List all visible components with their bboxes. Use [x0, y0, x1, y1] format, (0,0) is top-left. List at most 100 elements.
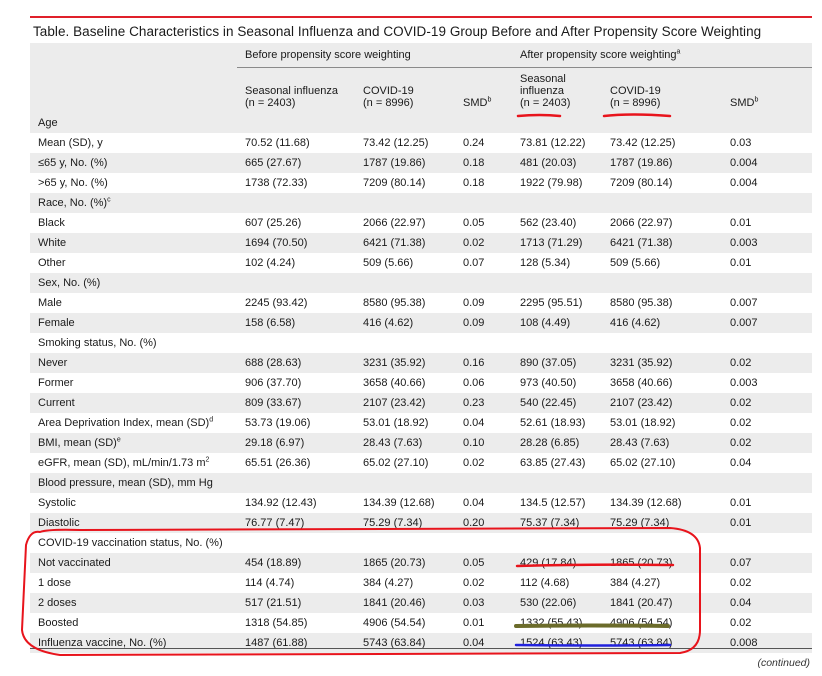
row-label: Female: [30, 313, 237, 333]
table-cell: 3658 (40.66): [355, 373, 455, 393]
title-rule: [30, 16, 812, 18]
table-cell: 4906 (54.54): [602, 613, 722, 633]
row-label: Smoking status, No. (%): [30, 333, 237, 353]
table-cell: [602, 113, 722, 133]
table-cell: 0.10: [455, 433, 512, 453]
table-cell: 53.01 (18.92): [355, 413, 455, 433]
table-cell: 70.52 (11.68): [237, 133, 355, 153]
table-cell: 809 (33.67): [237, 393, 355, 413]
table-row: Race, No. (%)c: [30, 193, 813, 213]
table-cell: 1922 (79.98): [512, 173, 602, 193]
table-cell: 0.18: [455, 153, 512, 173]
table-cell: 3231 (35.92): [602, 353, 722, 373]
table-cell: 0.008: [722, 633, 813, 653]
table-cell: [512, 473, 602, 493]
table-cell: 0.03: [455, 593, 512, 613]
table-cell: 6421 (71.38): [602, 233, 722, 253]
table-row: BMI, mean (SD)e 29.18 (6.97) 28.43 (7.63) 0…: [30, 433, 813, 453]
table-cell: 73.81 (12.22): [512, 133, 602, 153]
table-cell: 134.39 (12.68): [355, 493, 455, 513]
row-label: Black: [30, 213, 237, 233]
table-cell: 1713 (71.29): [512, 233, 602, 253]
table-cell: 0.04: [722, 453, 813, 473]
group-header-row: Before propensity score weighting After …: [30, 43, 813, 68]
table-cell: [455, 113, 512, 133]
table-cell: 53.73 (19.06): [237, 413, 355, 433]
table-cell: [602, 273, 722, 293]
table-cell: 3658 (40.66): [602, 373, 722, 393]
table-row: COVID-19 vaccination status, No. (%): [30, 533, 813, 553]
table-cell: 0.07: [455, 253, 512, 273]
table-cell: [455, 333, 512, 353]
table-cell: 429 (17.84): [512, 553, 602, 573]
table-cell: 530 (22.06): [512, 593, 602, 613]
table-cell: [722, 193, 813, 213]
table-cell: 5743 (63.84): [602, 633, 722, 653]
table-row: Systolic 134.92 (12.43) 134.39 (12.68) 0.04…: [30, 493, 813, 513]
table-cell: 416 (4.62): [602, 313, 722, 333]
row-label: 2 doses: [30, 593, 237, 613]
row-label: eGFR, mean (SD), mL/min/1.73 m2: [30, 453, 237, 473]
table-cell: 0.02: [455, 233, 512, 253]
table-cell: [237, 113, 355, 133]
table-cell: 0.09: [455, 313, 512, 333]
table-cell: 0.02: [722, 613, 813, 633]
table-row: Boosted 1318 (54.85) 4906 (54.54) 0.01 1332 …: [30, 613, 813, 633]
table-cell: [237, 333, 355, 353]
table-cell: [722, 113, 813, 133]
table-cell: 1841 (20.46): [355, 593, 455, 613]
table-cell: 1865 (20.73): [602, 553, 722, 573]
table-cell: 607 (25.26): [237, 213, 355, 233]
table-row: >65 y, No. (%) 1738 (72.33) 7209 (80.14) 0.…: [30, 173, 813, 193]
table-row: eGFR, mean (SD), mL/min/1.73 m2 65.51 (26…: [30, 453, 813, 473]
table-cell: [355, 333, 455, 353]
table-row: Sex, No. (%): [30, 273, 813, 293]
table-cell: 75.29 (7.34): [355, 513, 455, 533]
table-row: Male 2245 (93.42) 8580 (95.38) 0.09 2295 (95…: [30, 293, 813, 313]
table-cell: 0.02: [455, 453, 512, 473]
row-label: Race, No. (%)c: [30, 193, 237, 213]
table-cell: 384 (4.27): [602, 573, 722, 593]
table-row: Area Deprivation Index, mean (SD)d 53.73 …: [30, 413, 813, 433]
row-label: Current: [30, 393, 237, 413]
table-cell: 1318 (54.85): [237, 613, 355, 633]
table-cell: 0.004: [722, 153, 813, 173]
table-cell: 8580 (95.38): [602, 293, 722, 313]
table-cell: [602, 193, 722, 213]
table-cell: [355, 533, 455, 553]
table-cell: 0.003: [722, 373, 813, 393]
table-cell: [455, 533, 512, 553]
table-cell: 65.51 (26.36): [237, 453, 355, 473]
table-cell: 0.04: [722, 593, 813, 613]
table-cell: 1787 (19.86): [602, 153, 722, 173]
table-cell: 1738 (72.33): [237, 173, 355, 193]
table-cell: 0.02: [722, 393, 813, 413]
group-before-header: Before propensity score weighting: [237, 43, 512, 68]
table-cell: 28.43 (7.63): [602, 433, 722, 453]
table-cell: [455, 273, 512, 293]
col-before-smd: SMDb: [455, 67, 512, 113]
table-cell: 1694 (70.50): [237, 233, 355, 253]
table-cell: [512, 273, 602, 293]
empty-header-cell: [30, 43, 237, 68]
table-cell: [455, 193, 512, 213]
table-cell: 665 (27.67): [237, 153, 355, 173]
table-cell: 509 (5.66): [355, 253, 455, 273]
table-row: Female 158 (6.58) 416 (4.62) 0.09 108 (4.49)…: [30, 313, 813, 333]
table-cell: 7209 (80.14): [602, 173, 722, 193]
table-cell: [602, 533, 722, 553]
table-cell: 1841 (20.47): [602, 593, 722, 613]
table-row: Smoking status, No. (%): [30, 333, 813, 353]
table-cell: 1487 (61.88): [237, 633, 355, 653]
table-cell: 906 (37.70): [237, 373, 355, 393]
table-cell: [355, 113, 455, 133]
table-cell: 5743 (63.84): [355, 633, 455, 653]
table-cell: 52.61 (18.93): [512, 413, 602, 433]
table-cell: 0.007: [722, 313, 813, 333]
table-cell: 0.18: [455, 173, 512, 193]
table-cell: 1332 (55.43): [512, 613, 602, 633]
table-cell: 2107 (23.42): [355, 393, 455, 413]
table-row: Other 102 (4.24) 509 (5.66) 0.07 128 (5.34) 5…: [30, 253, 813, 273]
table-cell: [722, 473, 813, 493]
row-label: Not vaccinated: [30, 553, 237, 573]
